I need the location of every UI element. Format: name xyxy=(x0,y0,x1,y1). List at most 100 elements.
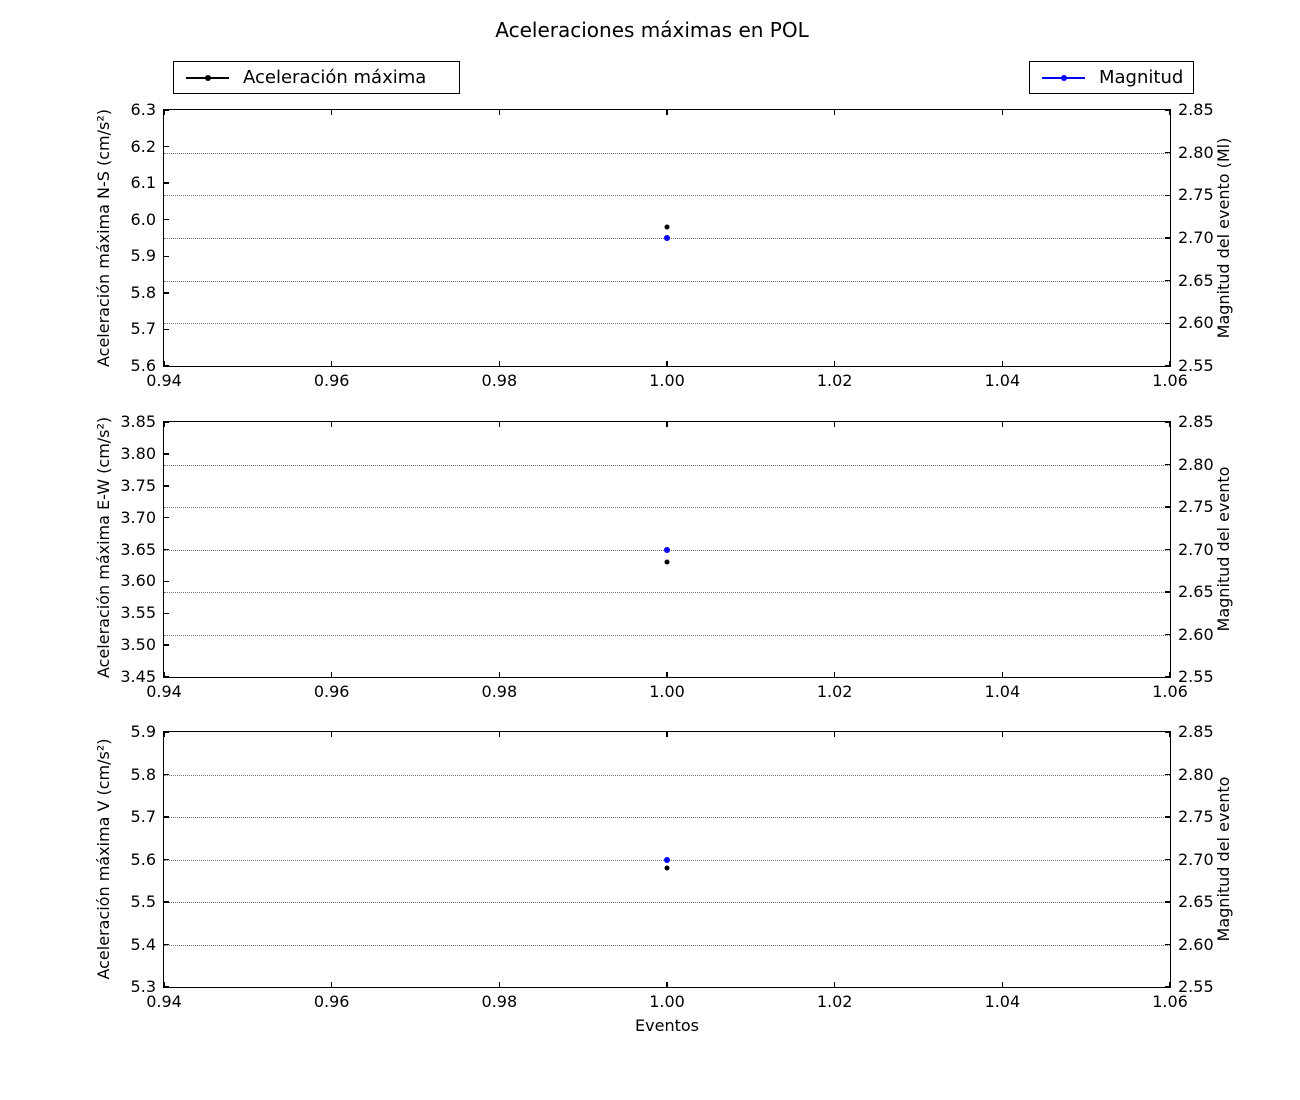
y-tick-label: 5.4 xyxy=(130,934,156,954)
x-tick-mark xyxy=(1169,672,1171,677)
x-tick-mark xyxy=(833,982,836,987)
y-tick-label: 3.50 xyxy=(120,635,156,655)
y2-axis-label-ew: Magnitud del evento xyxy=(1214,466,1233,632)
y2-tick-mark xyxy=(1165,109,1170,111)
y2-tick-mark xyxy=(1165,365,1170,367)
y2-tick-label: 2.55 xyxy=(1178,977,1214,996)
x-tick-mark xyxy=(666,732,668,737)
x-tick-mark xyxy=(1169,982,1171,987)
y-tick-mark xyxy=(164,943,169,946)
x-tick-label: 1.00 xyxy=(649,682,685,701)
y2-tick-label: 2.60 xyxy=(1178,313,1214,333)
y-axis-label-v: Aceleración máxima V (cm/s²) xyxy=(94,738,113,980)
y-tick-mark xyxy=(164,548,169,551)
subplot-v-axes: 0.94 0.96 0.98 1.00 1.02 1.04 1.06 5.3 5.4 5.5 5.6… xyxy=(131,724,1214,1010)
y2-tick-label: 2.55 xyxy=(1178,356,1214,375)
y2-tick-label: 2.75 xyxy=(1178,185,1214,205)
x-tick-mark xyxy=(163,361,165,366)
y-tick-label: 3.65 xyxy=(120,539,156,559)
x-tick-label: 0.94 xyxy=(146,682,182,701)
y-tick-mark xyxy=(164,580,169,583)
x-tick-mark xyxy=(1001,672,1004,677)
y-tick-label: 5.9 xyxy=(130,246,156,266)
y2-tick-label: 2.70 xyxy=(1178,228,1214,247)
y2-tick-label: 2.70 xyxy=(1178,849,1214,869)
gridline xyxy=(164,817,1170,818)
y2-tick-label: 2.65 xyxy=(1178,892,1214,911)
y-tick-label: 3.55 xyxy=(120,603,156,623)
y2-tick-label: 2.65 xyxy=(1178,270,1214,290)
x-tick-label: 1.02 xyxy=(816,682,853,701)
y2-tick-mark xyxy=(1165,731,1170,733)
y2-tick-mark xyxy=(1165,986,1170,988)
x-tick-label: 1.04 xyxy=(984,371,1021,390)
y2-tick-mark xyxy=(1165,506,1170,508)
y2-tick-mark xyxy=(1165,633,1170,636)
gridline xyxy=(164,323,1170,325)
gridline xyxy=(164,634,1170,636)
y-tick-mark xyxy=(164,421,169,423)
y-tick-label: 5.7 xyxy=(130,807,156,826)
x-tick-label: 0.98 xyxy=(481,371,518,390)
x-axis-label: Eventos xyxy=(635,1016,699,1035)
legend-label: Aceleración máxima xyxy=(243,67,427,88)
x-tick-label: 1.02 xyxy=(816,371,853,390)
y2-tick-label: 2.70 xyxy=(1178,539,1214,559)
y2-axis-label-ns: Magnitud del evento (Ml) xyxy=(1214,137,1233,339)
x-tick-mark xyxy=(330,110,333,115)
subplot-ew-axes: 0.94 0.96 0.98 1.00 1.02 1.04 1.06 3.45 3.50 3.55… xyxy=(120,414,1213,700)
x-tick-label: 0.96 xyxy=(313,992,350,1011)
x-tick-mark xyxy=(1001,361,1004,366)
y-tick-mark xyxy=(164,986,169,988)
y2-tick-label: 2.85 xyxy=(1178,722,1214,741)
legend-label: Magnitud xyxy=(1099,67,1184,88)
gridline xyxy=(164,152,1170,154)
y2-tick-mark xyxy=(1165,237,1170,239)
x-tick-mark xyxy=(163,982,165,987)
y-axis-label-ns: Aceleración máxima N-S (cm/s²) xyxy=(94,108,113,367)
x-tick-mark xyxy=(1001,982,1004,987)
magnitude-data-point xyxy=(664,546,670,553)
x-tick-mark xyxy=(498,422,501,427)
y-tick-mark xyxy=(164,365,169,367)
y2-tick-label: 2.55 xyxy=(1178,667,1214,686)
y-tick-mark xyxy=(164,901,169,903)
y2-tick-label: 2.85 xyxy=(1178,100,1214,119)
legend-line-sample xyxy=(1042,74,1085,81)
legend-marker-dot-icon xyxy=(1060,74,1067,81)
x-tick-mark xyxy=(1169,110,1171,115)
y-tick-label: 5.8 xyxy=(130,764,156,784)
legend-magnitud: Magnitud xyxy=(1029,61,1194,94)
x-tick-label: 1.00 xyxy=(649,992,685,1011)
x-tick-mark xyxy=(666,422,668,427)
x-tick-mark xyxy=(498,672,501,677)
y2-tick-mark xyxy=(1165,548,1170,551)
y2-tick-label: 2.80 xyxy=(1178,454,1214,474)
y-tick-mark xyxy=(164,453,169,455)
y2-tick-mark xyxy=(1165,279,1170,282)
x-tick-label: 0.96 xyxy=(313,371,350,390)
x-tick-mark xyxy=(330,422,333,427)
y-tick-label: 3.75 xyxy=(120,475,156,495)
x-tick-mark xyxy=(498,361,501,366)
y2-tick-label: 2.75 xyxy=(1178,807,1214,826)
gridline xyxy=(164,280,1170,282)
y2-tick-label: 2.65 xyxy=(1178,582,1214,601)
x-tick-label: 1.02 xyxy=(816,992,853,1011)
x-tick-label: 1.06 xyxy=(1152,371,1188,390)
x-tick-label: 0.98 xyxy=(481,992,518,1011)
legend-marker-dot-icon xyxy=(204,74,211,81)
x-tick-label: 0.98 xyxy=(481,682,518,701)
y-tick-label: 3.70 xyxy=(120,507,156,527)
subplot-ns-axes: 0.94 0.96 0.98 1.00 1.02 1.04 1.06 5.6 5.7 5.8 5.9… xyxy=(131,102,1214,389)
y-tick-label: 6.1 xyxy=(130,173,156,193)
y-tick-mark xyxy=(164,773,169,776)
y2-tick-mark xyxy=(1165,676,1170,678)
acceleration-data-point xyxy=(664,559,670,565)
legend-aceleracion-maxima: Aceleración máxima xyxy=(173,61,460,94)
y2-tick-mark xyxy=(1165,151,1170,154)
x-tick-mark xyxy=(330,361,333,366)
gridline xyxy=(164,464,1170,466)
x-tick-mark xyxy=(1001,422,1004,427)
x-tick-mark xyxy=(666,361,668,366)
